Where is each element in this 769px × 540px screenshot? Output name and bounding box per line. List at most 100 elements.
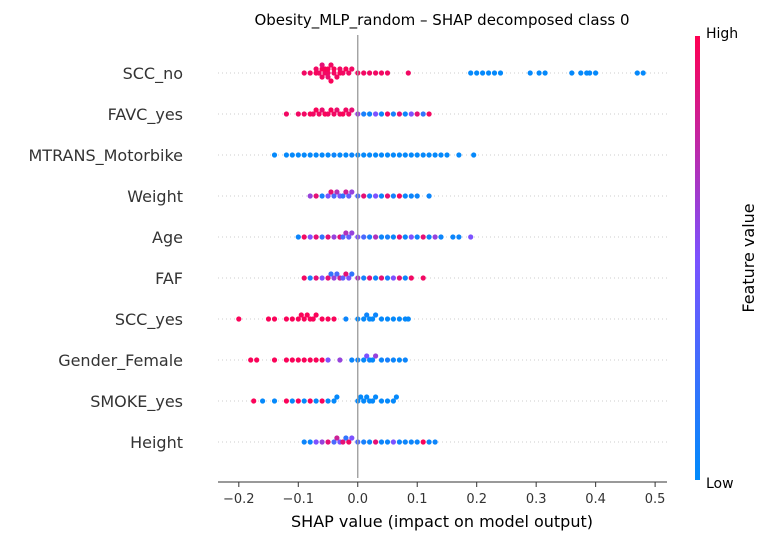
data-point	[468, 70, 474, 76]
data-point	[542, 70, 548, 76]
data-point	[265, 316, 272, 322]
data-point	[408, 111, 414, 117]
data-point	[325, 70, 331, 76]
data-point	[373, 394, 379, 400]
data-point	[396, 275, 402, 281]
data-point	[349, 230, 355, 236]
data-point	[384, 275, 391, 281]
feature-label: MTRANS_Motorbike	[29, 146, 184, 166]
data-point	[426, 234, 432, 240]
data-point	[313, 439, 319, 445]
data-point	[307, 234, 313, 240]
data-point	[396, 234, 402, 240]
data-point	[346, 439, 352, 445]
colorbar	[695, 36, 700, 480]
data-point	[378, 234, 385, 240]
data-point	[402, 152, 408, 158]
data-point	[640, 70, 646, 76]
data-point	[378, 439, 385, 445]
data-point	[426, 111, 432, 117]
data-point	[396, 152, 402, 158]
data-point	[319, 398, 325, 404]
data-point	[378, 398, 385, 404]
data-point	[331, 439, 337, 445]
data-point	[402, 193, 408, 199]
data-point	[331, 275, 337, 281]
data-point	[420, 234, 426, 240]
x-tick-label: 0.3	[526, 492, 547, 507]
feature-label: Weight	[127, 187, 183, 206]
data-point	[304, 312, 310, 318]
data-point	[364, 353, 370, 359]
data-point	[340, 193, 346, 199]
data-point	[349, 107, 355, 113]
data-point	[370, 357, 376, 363]
data-point	[384, 439, 391, 445]
data-point	[313, 66, 319, 72]
data-point	[310, 111, 316, 117]
data-point	[295, 398, 301, 404]
data-point	[373, 70, 379, 76]
data-point	[319, 74, 325, 80]
data-point	[346, 275, 352, 281]
data-point	[301, 316, 307, 322]
data-point	[343, 107, 349, 113]
data-point	[295, 234, 301, 240]
data-point	[325, 111, 331, 117]
data-point	[408, 193, 414, 199]
data-point	[358, 394, 364, 400]
data-point	[334, 189, 340, 195]
data-point	[325, 193, 331, 199]
data-point	[301, 234, 307, 240]
data-point	[343, 230, 349, 236]
data-point	[367, 439, 373, 445]
data-point	[426, 193, 432, 199]
data-point	[367, 275, 373, 281]
data-point	[319, 107, 325, 113]
data-point	[313, 234, 319, 240]
data-point	[328, 271, 334, 277]
data-point	[578, 70, 584, 76]
data-point	[307, 70, 313, 76]
colorbar-low-label: Low	[706, 476, 734, 492]
data-point	[307, 193, 313, 199]
data-point	[313, 312, 319, 318]
data-point	[295, 152, 301, 158]
data-point	[384, 70, 391, 76]
data-point	[408, 439, 414, 445]
data-point	[328, 189, 334, 195]
data-point	[367, 234, 373, 240]
data-point	[396, 111, 402, 117]
data-point	[432, 439, 438, 445]
data-point	[378, 70, 385, 76]
data-point	[349, 189, 355, 195]
data-point	[295, 357, 301, 363]
feature-label: SCC_yes	[115, 310, 183, 330]
feature-label: FAF	[155, 269, 183, 288]
data-point	[301, 439, 307, 445]
data-point	[438, 234, 444, 240]
data-point	[349, 152, 355, 158]
feature-label: SMOKE_yes	[90, 392, 183, 412]
x-tick-label: 0.4	[585, 492, 606, 507]
data-point	[295, 316, 301, 322]
data-point	[316, 70, 322, 76]
data-point	[364, 312, 370, 318]
data-point	[313, 357, 319, 363]
data-point	[432, 234, 438, 240]
data-point	[313, 107, 319, 113]
data-point	[319, 439, 325, 445]
feature-labels: SCC_no FAVC_yes MTRANS_Motorbike Weight Age F…	[29, 64, 184, 452]
data-point	[414, 111, 420, 117]
data-point	[414, 193, 420, 199]
data-points	[236, 62, 646, 445]
data-point	[307, 275, 313, 281]
data-point	[373, 193, 379, 199]
x-tick-label: −0.1	[282, 492, 314, 507]
data-point	[527, 70, 533, 76]
data-point	[319, 62, 325, 68]
data-point	[289, 357, 295, 363]
data-point	[325, 74, 331, 80]
feature-label: SCC_no	[123, 64, 183, 84]
data-point	[325, 152, 331, 158]
